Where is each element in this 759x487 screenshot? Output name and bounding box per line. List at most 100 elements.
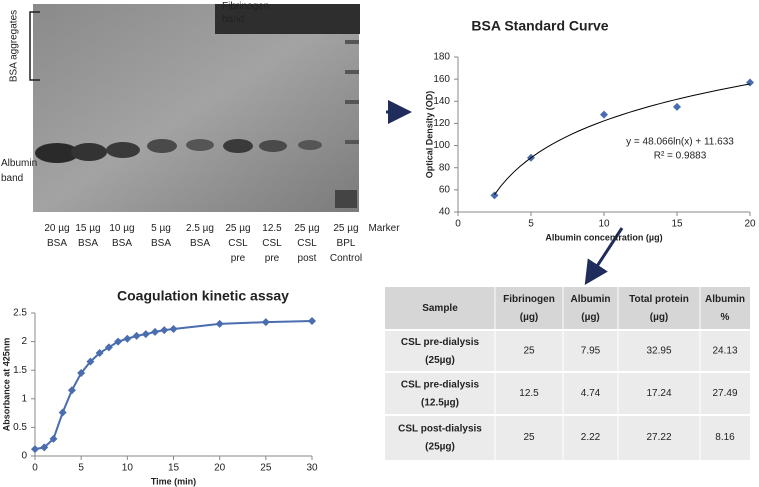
lane-label-line: BSA bbox=[112, 238, 132, 249]
marker bbox=[123, 334, 132, 343]
x-tick-label: 10 bbox=[598, 219, 610, 230]
marker bbox=[49, 434, 58, 443]
header-cell: Sample bbox=[422, 303, 458, 314]
value-cell: 7.95 bbox=[581, 346, 601, 357]
header-cell-line: Total protein bbox=[629, 294, 689, 305]
sample-cell: CSL post-dialysis (25µg) bbox=[398, 423, 482, 452]
marker bbox=[673, 102, 681, 111]
lane-label-line: pre bbox=[231, 253, 246, 264]
lane-label-line: Control bbox=[330, 253, 362, 264]
gel-image bbox=[29, 4, 360, 212]
y-tick-label: 40 bbox=[439, 207, 451, 218]
lane-label-line: post bbox=[298, 253, 317, 264]
x-tick-label: 15 bbox=[168, 463, 180, 474]
sample-cell-line: (25µg) bbox=[425, 355, 455, 366]
marker bbox=[151, 327, 160, 336]
lane-label: 5 µg BSA bbox=[151, 223, 171, 249]
marker bbox=[114, 337, 123, 346]
lane-label: 2.5 µg BSA bbox=[186, 223, 214, 249]
lane-label-line: pre bbox=[265, 253, 280, 264]
marker bbox=[169, 325, 178, 334]
header-cell: Fibrinogen (µg) bbox=[503, 294, 555, 323]
table-header-bg bbox=[385, 287, 750, 330]
sample-cell-line: CSL pre-dialysis bbox=[401, 337, 480, 348]
marker bbox=[746, 78, 754, 87]
marker bbox=[40, 443, 49, 452]
y-axis-title: Optical Density (OD) bbox=[424, 91, 434, 179]
marker bbox=[600, 110, 608, 119]
sample-cell-line: (12.5µg) bbox=[421, 397, 459, 408]
value-cell: 25 bbox=[523, 432, 535, 443]
value-cell: 24.13 bbox=[712, 346, 737, 357]
y-tick-label: 2.5 bbox=[13, 308, 27, 319]
fibrinogen-label: Fibrinogen band bbox=[222, 1, 269, 25]
y-tick-label: 140 bbox=[433, 96, 450, 107]
header-cell-line: Albumin bbox=[571, 294, 611, 305]
y-tick-label: 180 bbox=[433, 52, 450, 63]
header-cell-line: Albumin bbox=[705, 294, 745, 305]
y-axis-title: Absorbance at 425nm bbox=[1, 338, 11, 432]
albumin-label: Albumin band bbox=[1, 158, 37, 184]
marker bbox=[67, 386, 76, 395]
header-cell-line: Sample bbox=[422, 303, 458, 314]
x-tick-label: 15 bbox=[671, 219, 683, 230]
y-tick-label: 1.5 bbox=[13, 365, 27, 376]
lane-label: 20 µg BSA bbox=[44, 223, 69, 249]
y-tick-label: 120 bbox=[433, 118, 450, 129]
header-cell: Albumin% bbox=[705, 294, 745, 323]
header-cell-line: % bbox=[721, 312, 730, 323]
marker bbox=[490, 191, 499, 200]
value-cell: 27.49 bbox=[712, 388, 737, 399]
sample-cell-line: (25µg) bbox=[425, 441, 455, 452]
lane-label-line: 12.5 bbox=[262, 223, 282, 234]
sample-cell: CSL pre-dialysis (25µg) bbox=[401, 337, 480, 366]
header-cell-line: (µg) bbox=[650, 312, 669, 323]
x-tick-label: 20 bbox=[744, 219, 756, 230]
sample-cell-line: CSL pre-dialysis bbox=[401, 379, 480, 390]
marker bbox=[77, 369, 86, 378]
x-tick-label: 5 bbox=[78, 463, 84, 474]
x-axis-title: Time (min) bbox=[151, 476, 196, 486]
lane-label-line: 25 µg bbox=[333, 223, 358, 234]
lane-label: 12.5 CSL pre bbox=[262, 223, 282, 264]
lane-label: Marker bbox=[368, 223, 400, 234]
x-tick-label: 0 bbox=[455, 219, 461, 230]
x-tick-label: 30 bbox=[306, 463, 318, 474]
lane-label-line: BSA bbox=[78, 238, 98, 249]
value-cell: 17.24 bbox=[646, 388, 671, 399]
x-tick-label: 25 bbox=[260, 463, 272, 474]
value-cell: 12.5 bbox=[519, 388, 539, 399]
marker bbox=[261, 318, 270, 327]
lane-label: 25 µg CSL post bbox=[294, 223, 319, 264]
value-cell: 4.74 bbox=[581, 388, 601, 399]
lane-label: 15 µg BSA bbox=[75, 223, 100, 249]
lane-label-line: 25 µg bbox=[294, 223, 319, 234]
lane-label-line: Marker bbox=[368, 223, 400, 234]
marker bbox=[141, 330, 150, 339]
lane-label-line: 25 µg bbox=[225, 223, 250, 234]
chart-title: BSA Standard Curve bbox=[471, 18, 608, 34]
lane-label-line: CSL bbox=[228, 238, 248, 249]
marker bbox=[31, 445, 39, 454]
line bbox=[34, 320, 313, 451]
x-tick-label: 20 bbox=[214, 463, 226, 474]
marker bbox=[104, 343, 113, 352]
header-cell-line: (µg) bbox=[581, 312, 600, 323]
marker bbox=[160, 326, 169, 335]
value-cell: 27.22 bbox=[646, 432, 671, 443]
lane-label-line: 20 µg bbox=[44, 223, 69, 234]
sample-cell-line: CSL post-dialysis bbox=[398, 423, 482, 434]
lane-label: 10 µg BSA bbox=[109, 223, 134, 249]
lane-label-line: BPL bbox=[337, 238, 356, 249]
y-tick-label: 0.5 bbox=[13, 422, 27, 433]
y-tick-label: 100 bbox=[433, 140, 450, 151]
header-cell-line: Fibrinogen bbox=[503, 294, 555, 305]
y-tick-label: 160 bbox=[433, 74, 450, 85]
lane-label-line: 5 µg bbox=[151, 223, 171, 234]
y-tick-label: 1 bbox=[21, 393, 27, 404]
x-tick-label: 5 bbox=[528, 219, 534, 230]
lane-label-line: CSL bbox=[262, 238, 282, 249]
lane-label-line: 15 µg bbox=[75, 223, 100, 234]
value-cell: 2.22 bbox=[581, 432, 601, 443]
value-cell: 8.16 bbox=[715, 432, 735, 443]
